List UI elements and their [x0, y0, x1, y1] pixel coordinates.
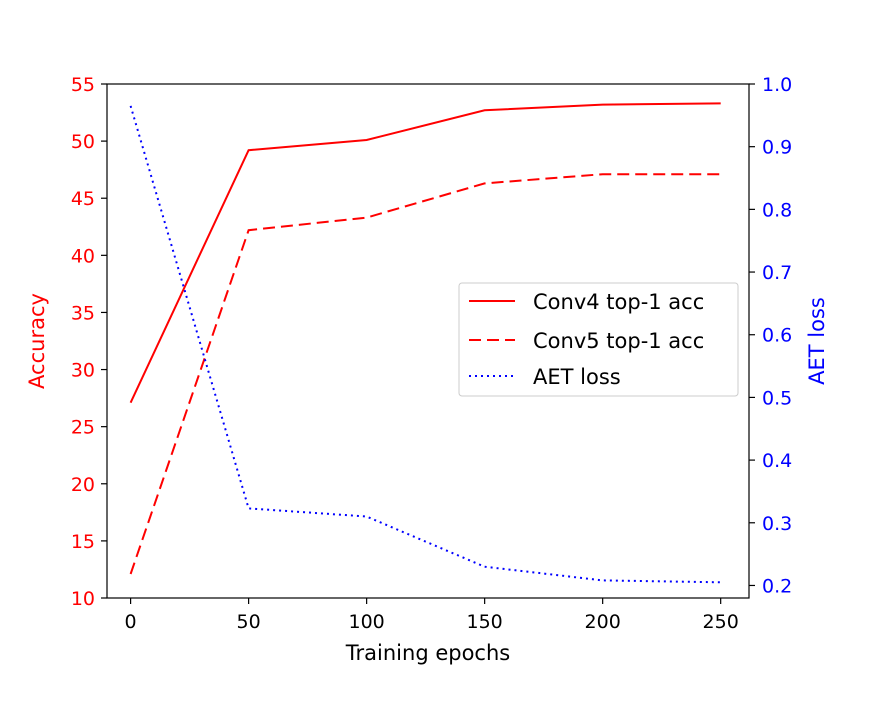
plot-frame [106, 83, 750, 599]
y-right-tick-label: 0.9 [762, 137, 792, 159]
y-right-tick-label: 1.0 [762, 74, 792, 96]
x-axis-label: Training epochs [345, 641, 510, 665]
series-line-conv5-top-1-acc [129, 173, 721, 575]
y-right-tick-label: 0.3 [762, 513, 792, 535]
y-left-tick-label: 30 [71, 360, 95, 382]
series-line-conv4-top-1-acc [129, 102, 721, 404]
legend-label-conv5: Conv5 top-1 acc [533, 329, 704, 353]
x-tick-label: 50 [237, 611, 261, 633]
legend-label-conv4: Conv4 top-1 acc [533, 290, 704, 314]
y-left-tick-label: 40 [71, 245, 95, 267]
y-left-tick-label: 55 [71, 74, 95, 96]
y-axis-label-left: Accuracy [25, 293, 49, 389]
y-left-tick-label: 15 [71, 531, 95, 553]
y-right-tick-label: 0.7 [762, 262, 792, 284]
series-line-aet-loss [129, 105, 721, 584]
x-tick-label: 150 [467, 611, 503, 633]
y-right-tick-label: 0.6 [762, 325, 792, 347]
x-tick-label: 200 [585, 611, 621, 633]
series-lines [129, 102, 721, 584]
legend: Conv4 top-1 acc Conv5 top-1 acc AET loss [458, 282, 739, 397]
y-right-tick-label: 0.4 [762, 450, 792, 472]
y-left-tick-label: 50 [71, 131, 95, 153]
axis-ticks: 0 50 100 150 200 250 10 15 20 25 30 35 40 45 50 55 0.2 0.… [71, 74, 792, 633]
y-axis-label-right: AET loss [805, 297, 829, 385]
legend-label-aet-loss: AET loss [533, 365, 621, 389]
x-tick-label: 0 [125, 611, 137, 633]
y-right-tick-label: 0.2 [762, 575, 792, 597]
y-right-tick-label: 0.8 [762, 199, 792, 221]
y-left-tick-label: 45 [71, 188, 95, 210]
x-tick-label: 100 [348, 611, 384, 633]
y-left-tick-label: 20 [71, 474, 95, 496]
y-left-tick-label: 25 [71, 417, 95, 439]
y-left-tick-label: 10 [71, 588, 95, 610]
legend-box [458, 282, 739, 397]
x-tick-label: 250 [703, 611, 739, 633]
y-left-tick-label: 35 [71, 302, 95, 324]
y-right-tick-label: 0.5 [762, 387, 792, 409]
